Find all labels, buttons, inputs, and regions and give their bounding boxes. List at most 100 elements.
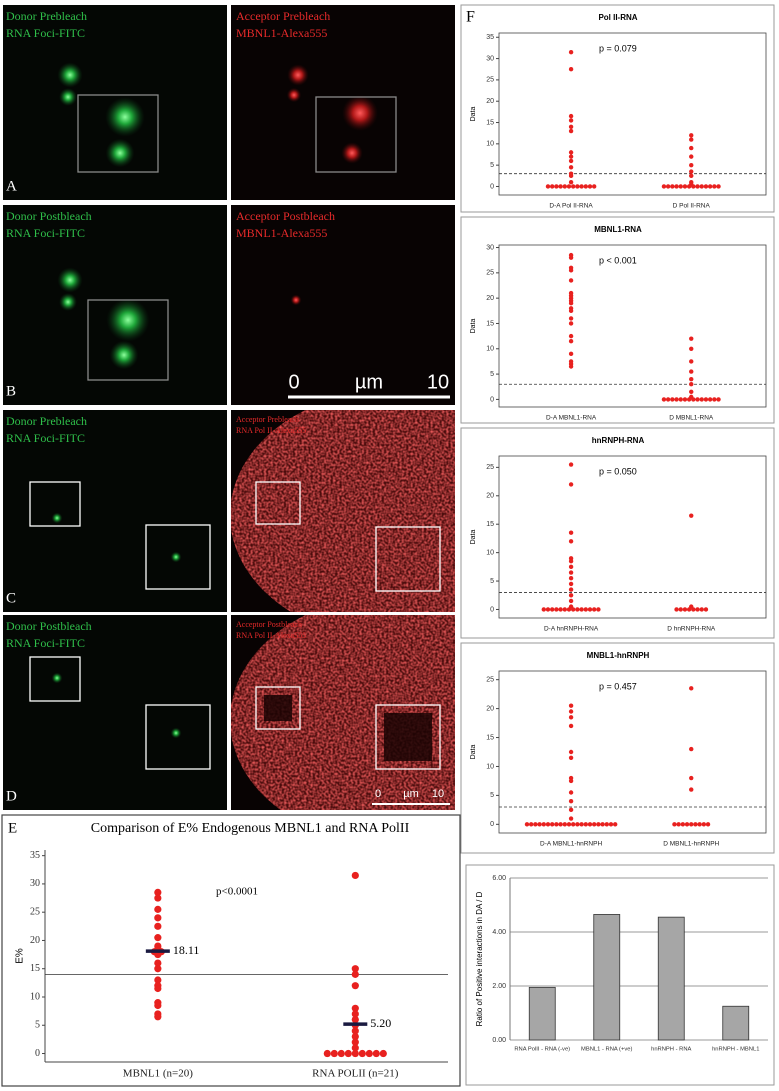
data-dot bbox=[568, 723, 574, 729]
y-tick-label: 20 bbox=[486, 705, 494, 712]
donor-image bbox=[3, 615, 227, 810]
plot-frame bbox=[498, 670, 767, 834]
data-dot bbox=[568, 118, 574, 123]
red-focus bbox=[286, 87, 302, 103]
panel-letter: C bbox=[6, 590, 16, 606]
data-dot bbox=[689, 822, 694, 827]
data-dot bbox=[154, 1013, 162, 1021]
data-dot bbox=[154, 905, 162, 913]
data-dot bbox=[545, 822, 551, 827]
y-tick-label: 25 bbox=[486, 677, 494, 684]
data-dot bbox=[524, 822, 530, 827]
data-dot bbox=[568, 539, 574, 544]
roi-box bbox=[145, 524, 211, 590]
y-axis-label: E% bbox=[15, 948, 26, 964]
roi-box bbox=[29, 656, 81, 702]
y-tick-label: 20 bbox=[486, 295, 494, 302]
data-dot bbox=[549, 184, 555, 189]
roi-box bbox=[255, 686, 301, 730]
scale-bar-label: 10 bbox=[432, 788, 444, 800]
data-dot bbox=[689, 173, 694, 179]
y-tick-label: 30 bbox=[486, 55, 494, 62]
data-dot bbox=[568, 124, 574, 129]
red-focus bbox=[287, 64, 309, 86]
y-tick-label: 0.00 bbox=[492, 1037, 506, 1044]
y-tick-label: 30 bbox=[486, 244, 494, 251]
data-dot bbox=[568, 316, 574, 321]
data-dot bbox=[568, 807, 574, 813]
data-dot bbox=[558, 607, 563, 612]
annotation: p = 0.457 bbox=[599, 681, 637, 691]
data-dot bbox=[712, 397, 717, 402]
data-dot bbox=[558, 184, 563, 189]
data-dot bbox=[689, 145, 694, 151]
data-dot bbox=[351, 1016, 359, 1024]
data-dot bbox=[670, 397, 675, 402]
green-focus bbox=[59, 88, 77, 106]
data-dot bbox=[558, 822, 563, 827]
data-dot bbox=[705, 822, 711, 827]
data-dot bbox=[568, 790, 574, 795]
data-dot bbox=[568, 165, 574, 170]
data-dot bbox=[568, 308, 574, 314]
data-dot bbox=[570, 607, 576, 612]
y-tick-label: 15 bbox=[486, 734, 494, 741]
data-dot bbox=[699, 397, 704, 402]
data-dot bbox=[568, 715, 574, 720]
nucleus-texture bbox=[231, 410, 455, 612]
y-tick-label: 35 bbox=[486, 34, 494, 41]
data-dot bbox=[703, 397, 709, 402]
y-tick-label: 25 bbox=[30, 906, 40, 917]
data-dot bbox=[570, 822, 576, 827]
data-dot bbox=[568, 338, 574, 344]
data-dot bbox=[541, 607, 546, 612]
data-dot bbox=[699, 184, 704, 189]
data-dot bbox=[568, 158, 574, 164]
data-dot bbox=[689, 346, 694, 351]
data-dot bbox=[351, 982, 359, 990]
x-tick-label: D MBNL1-hnRNPH bbox=[663, 841, 719, 848]
data-dot bbox=[703, 184, 709, 189]
y-tick-label: 6.00 bbox=[492, 875, 506, 882]
x-tick-label: D Pol II-RNA bbox=[673, 203, 711, 210]
data-dot bbox=[568, 482, 574, 487]
data-dot bbox=[568, 816, 574, 821]
data-dot bbox=[579, 184, 584, 189]
x-tick-label: hnRNPH - MBNL1 bbox=[712, 1047, 759, 1053]
y-tick-label: 15 bbox=[486, 119, 494, 126]
data-dot bbox=[674, 184, 679, 189]
data-dot bbox=[689, 137, 694, 142]
data-dot bbox=[568, 703, 574, 708]
data-dot bbox=[545, 607, 551, 612]
data-dot bbox=[583, 607, 588, 612]
data-dot bbox=[568, 587, 574, 592]
mean-label: 18.11 bbox=[173, 943, 200, 957]
x-tick-label: D-A hnRNPH-RNA bbox=[544, 626, 599, 633]
panel-letter: E bbox=[8, 820, 17, 836]
data-dot bbox=[689, 686, 694, 691]
chart-frame bbox=[460, 4, 775, 213]
data-dot bbox=[351, 871, 359, 880]
chart-title: Pol II-RNA bbox=[598, 13, 637, 22]
data-dot bbox=[568, 530, 574, 535]
data-dot bbox=[680, 822, 686, 827]
data-dot bbox=[682, 184, 688, 189]
acceptor-label: Acceptor Prebleach bbox=[236, 9, 330, 23]
data-dot bbox=[596, 822, 601, 827]
data-dot bbox=[579, 822, 584, 827]
plot-frame bbox=[498, 32, 767, 196]
data-dot bbox=[691, 184, 696, 189]
acceptor-label: MBNL1-Alexa555 bbox=[236, 226, 327, 240]
data-dot bbox=[591, 822, 597, 827]
acceptor-label: MBNL1-Alexa555 bbox=[236, 26, 327, 40]
y-tick-label: 10 bbox=[486, 141, 494, 148]
y-tick-label: 10 bbox=[30, 991, 40, 1002]
bleached-area bbox=[264, 695, 292, 721]
roi-box bbox=[77, 94, 159, 173]
data-dot bbox=[154, 1001, 162, 1010]
data-dot bbox=[568, 173, 574, 179]
roi-box bbox=[315, 96, 397, 173]
scale-bar-label: 10 bbox=[427, 371, 449, 393]
